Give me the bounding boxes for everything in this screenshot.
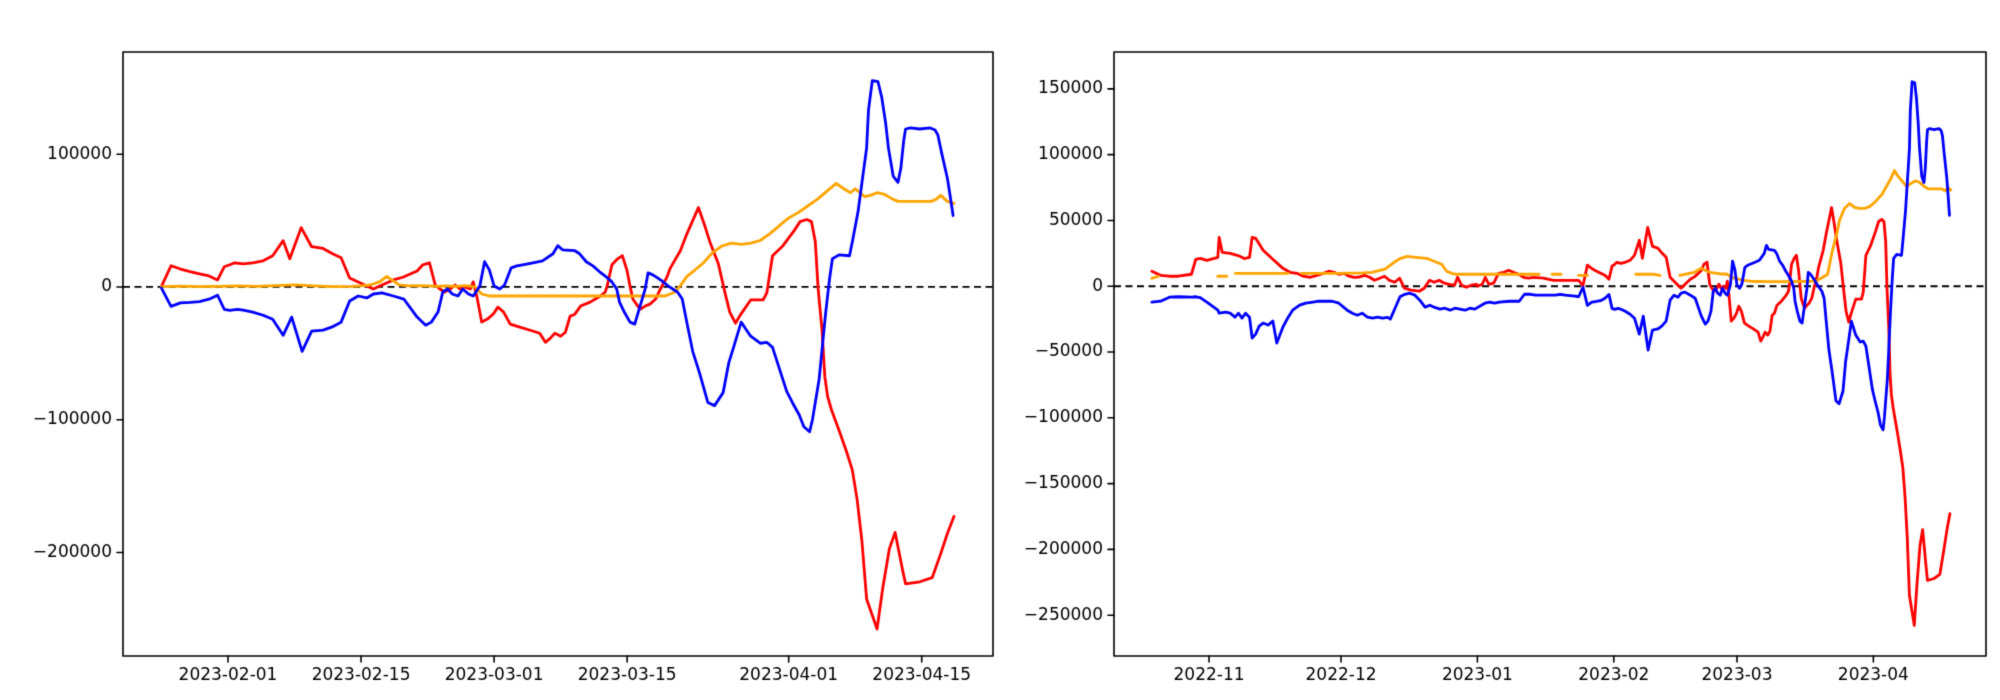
chart-6-months-plot [1000,0,2000,700]
chart-3-months-panel: 3 months trend [0,0,1000,700]
chart-6-months-panel: 6 months trend [1000,0,2000,700]
chart-3-months-plot [0,0,1000,700]
